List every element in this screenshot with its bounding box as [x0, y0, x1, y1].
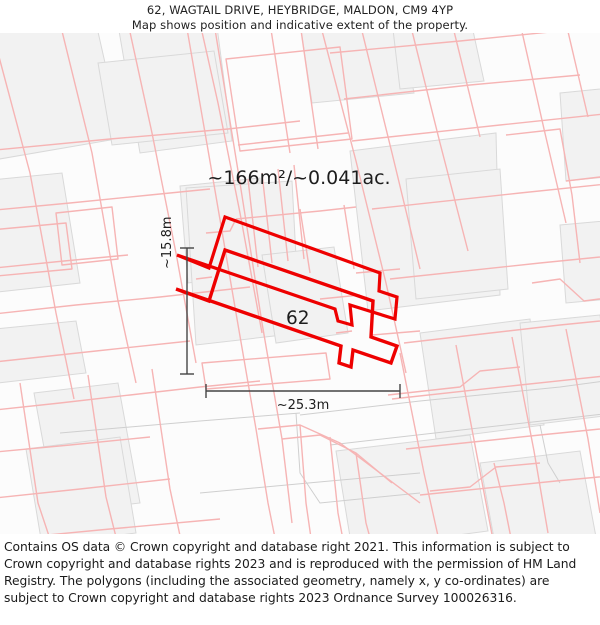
dimension-height-label: ~15.8m	[160, 216, 175, 269]
property-boundary	[175, 247, 400, 370]
dimension-lines	[180, 247, 401, 398]
dimension-width-label: ~25.3m	[276, 398, 330, 413]
map-canvas[interactable]: ~166m²/~0.041ac. 62 ~15.8m ~25.3m	[0, 33, 600, 534]
map-caption: Map shows position and indicative extent…	[131, 18, 469, 32]
building-polygon	[419, 318, 545, 440]
building-polygon	[559, 88, 600, 182]
building-polygon	[0, 320, 87, 384]
building-polygon	[392, 33, 485, 90]
parcel-boundaries	[0, 33, 600, 534]
building-polygon	[335, 434, 489, 534]
building-polygon	[519, 314, 600, 426]
page-title: 62, WAGTAIL DRIVE, HEYBRIDGE, MALDON, CM…	[0, 0, 600, 33]
house-number-label: 62	[286, 308, 310, 329]
building-polygon	[405, 168, 509, 300]
map-vector-layer	[0, 33, 600, 534]
kerb-outlines	[59, 381, 600, 504]
copyright-text: Contains OS data © Crown copyright and d…	[4, 540, 577, 605]
property-address: 62, WAGTAIL DRIVE, HEYBRIDGE, MALDON, CM…	[146, 3, 454, 17]
building-polygon	[25, 436, 137, 534]
property-boundary-outline	[176, 214, 399, 328]
copyright-footer: Contains OS data © Crown copyright and d…	[0, 534, 600, 625]
